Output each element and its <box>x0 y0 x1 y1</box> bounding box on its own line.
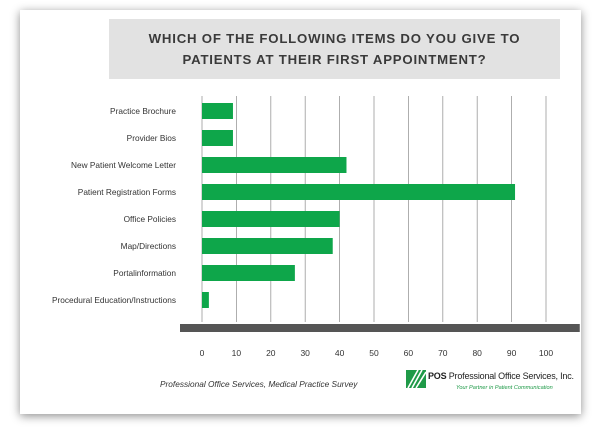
x-tick-label: 60 <box>404 348 414 358</box>
bar <box>202 265 295 281</box>
logo-brand: POS <box>428 371 447 381</box>
x-tick-label: 90 <box>507 348 517 358</box>
category-label: Provider Bios <box>127 133 176 143</box>
bar <box>202 157 347 173</box>
bar <box>202 184 516 200</box>
source-note: Professional Office Services, Medical Pr… <box>160 379 358 389</box>
logo-name: Professional Office Services, Inc. <box>448 371 574 381</box>
chart-title-line-1: WHICH OF THE FOLLOWING ITEMS DO YOU GIVE… <box>148 31 521 46</box>
category-label: Portalinformation <box>113 268 176 278</box>
company-logo: POS Professional Office Services, Inc. Y… <box>406 368 574 396</box>
x-tick-label: 80 <box>472 348 482 358</box>
x-tick-label: 100 <box>539 348 553 358</box>
bar <box>202 238 333 254</box>
x-tick-label: 40 <box>335 348 345 358</box>
category-label: Map/Directions <box>121 241 176 251</box>
category-label: Patient Registration Forms <box>78 187 176 197</box>
chart-title-line-2: PATIENTS AT THEIR FIRST APPOINTMENT? <box>182 52 487 67</box>
logo-tagline: Your Partner in Patient Communication <box>456 385 553 391</box>
pos-logo-icon <box>406 369 426 389</box>
x-tick-label: 30 <box>300 348 310 358</box>
category-label: New Patient Welcome Letter <box>71 160 176 170</box>
category-label: Office Policies <box>124 214 176 224</box>
x-tick-label: 20 <box>266 348 276 358</box>
x-tick-label: 50 <box>369 348 379 358</box>
x-tick-label: 10 <box>232 348 242 358</box>
bar <box>202 211 340 227</box>
category-label: Practice Brochure <box>110 106 176 116</box>
category-label: Procedural Education/Instructions <box>52 295 176 305</box>
logo-wordmark: POS Professional Office Services, Inc. <box>428 371 574 381</box>
x-axis-bar <box>180 324 580 332</box>
x-tick-label: 0 <box>200 348 205 358</box>
bar <box>202 130 233 146</box>
x-tick-label: 70 <box>438 348 448 358</box>
bar <box>202 103 233 119</box>
chart-title: WHICH OF THE FOLLOWING ITEMS DO YOU GIVE… <box>109 19 560 79</box>
bar <box>202 292 209 308</box>
